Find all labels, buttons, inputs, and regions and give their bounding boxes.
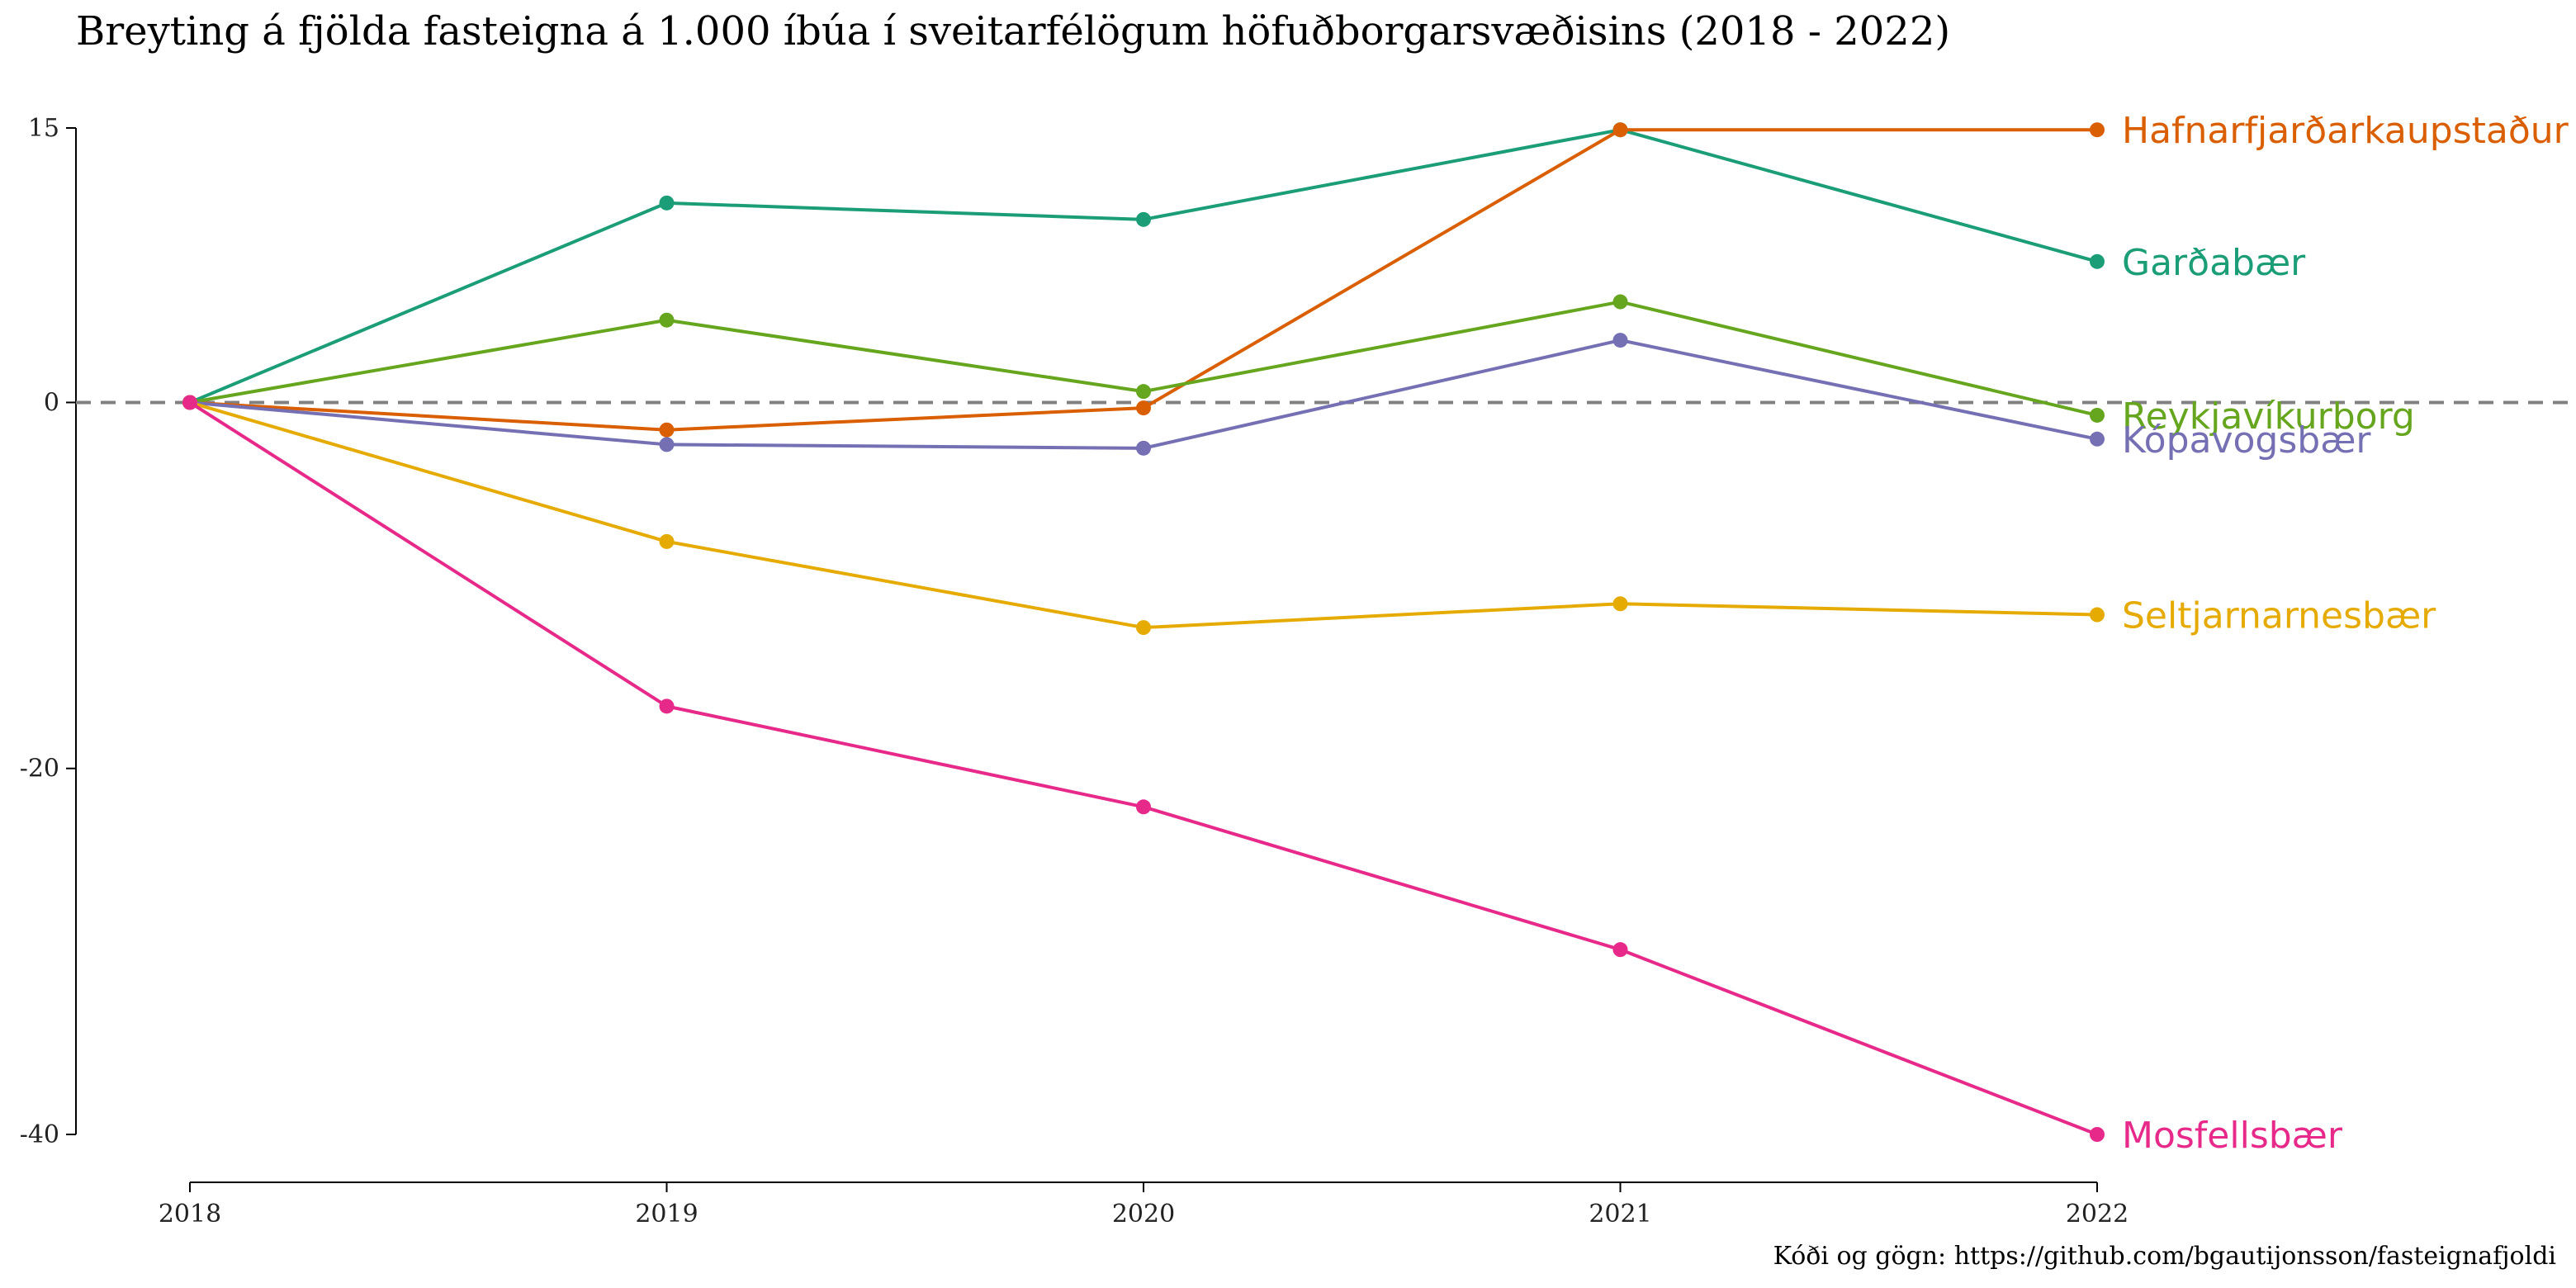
data-point xyxy=(2090,1127,2105,1142)
chart-title: Breyting á fjölda fasteigna á 1.000 íbúa… xyxy=(76,8,1951,54)
series-label: Garðabær xyxy=(2122,242,2306,284)
y-tick-label: 0 xyxy=(44,388,59,417)
data-point xyxy=(659,312,675,328)
series-label: Kópavogsbær xyxy=(2122,419,2371,462)
x-tick-label: 2020 xyxy=(1112,1200,1175,1229)
series-4 xyxy=(182,395,2105,636)
series-label: Hafnarfjarðarkaupstaður xyxy=(2122,110,2569,152)
y-tick-label: -20 xyxy=(20,755,59,784)
data-point xyxy=(1136,384,1151,400)
data-point xyxy=(2090,607,2105,623)
data-point xyxy=(1612,294,1628,310)
data-point xyxy=(1612,333,1628,348)
source-caption: Kóði og gögn: https://github.com/bgautij… xyxy=(1773,1242,2556,1271)
y-tick-label: 15 xyxy=(28,114,59,143)
x-tick-label: 2018 xyxy=(159,1200,221,1229)
data-point xyxy=(659,533,675,549)
data-point xyxy=(2090,431,2105,447)
data-point xyxy=(1612,942,1628,958)
series-label-layer: Garðabær Hafnarfjarðarkaupstaður Reykjavík… xyxy=(2122,110,2569,1157)
x-tick-label: 2021 xyxy=(1589,1200,1651,1229)
series-line xyxy=(189,128,2098,405)
x-axis: 2018 2019 2020 2021 2022 xyxy=(159,1181,2129,1229)
series-label: Mosfellsbær xyxy=(2122,1115,2343,1157)
data-point xyxy=(659,698,675,714)
y-axis: 15 0 -20 -40 xyxy=(20,114,77,1149)
data-point xyxy=(1136,400,1151,416)
series-line xyxy=(188,400,2098,1136)
series-layer xyxy=(182,122,2105,1142)
data-point xyxy=(2090,407,2105,423)
series-0 xyxy=(182,122,2105,410)
x-tick-label: 2022 xyxy=(2066,1200,2129,1229)
series-5 xyxy=(182,395,2105,1142)
y-tick-label: -40 xyxy=(20,1120,59,1149)
data-point xyxy=(659,195,675,211)
data-point xyxy=(2090,253,2105,269)
data-point xyxy=(659,437,675,452)
data-point xyxy=(182,395,197,410)
data-point xyxy=(1612,596,1628,612)
data-point xyxy=(1612,122,1628,138)
series-label: Seltjarnarnesbær xyxy=(2122,595,2436,637)
series-label: Reykjavíkurborg xyxy=(2122,395,2415,438)
data-point xyxy=(2090,122,2105,138)
data-point xyxy=(1136,211,1151,227)
series-line xyxy=(189,400,2098,630)
x-tick-label: 2019 xyxy=(635,1200,698,1229)
data-point xyxy=(1136,620,1151,636)
data-point xyxy=(1136,799,1151,815)
data-point xyxy=(659,422,675,438)
data-point xyxy=(1136,440,1151,456)
